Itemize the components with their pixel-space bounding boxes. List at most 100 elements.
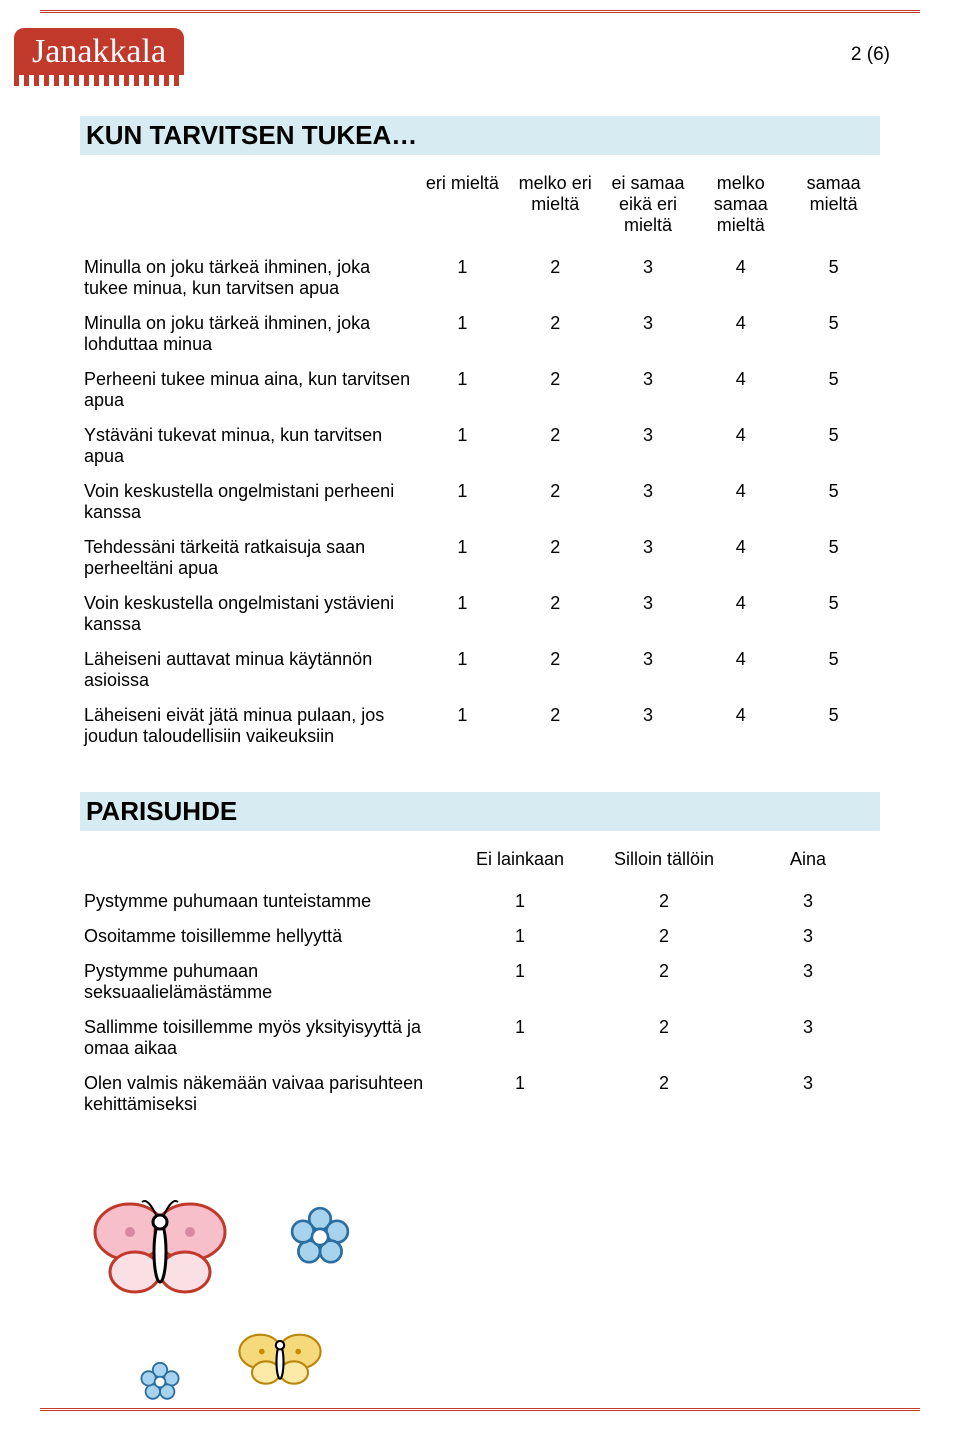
value-cell: 4 — [694, 250, 787, 306]
value-cell: 1 — [416, 530, 509, 586]
value-cell: 5 — [787, 586, 880, 642]
value-cell: 1 — [448, 1066, 592, 1122]
value-cell: 5 — [787, 642, 880, 698]
value-cell: 2 — [509, 306, 602, 362]
value-cell: 4 — [694, 586, 787, 642]
value-cell: 4 — [694, 306, 787, 362]
value-cell: 3 — [602, 306, 695, 362]
value-cell: 5 — [787, 474, 880, 530]
value-cell: 1 — [416, 418, 509, 474]
question-cell: Pystymme puhumaan tunteistamme — [80, 884, 448, 919]
value-cell: 2 — [592, 954, 736, 1010]
content: KUN TARVITSEN TUKEA… eri mieltä melko er… — [0, 66, 960, 1432]
question-cell: Olen valmis näkemään vaivaa parisuhteen … — [80, 1066, 448, 1122]
value-cell: 2 — [509, 418, 602, 474]
table-row: Minulla on joku tärkeä ihminen, joka loh… — [80, 306, 880, 362]
butterfly-flower-icon — [90, 1182, 390, 1432]
section1-header-blank — [80, 173, 416, 250]
value-cell: 1 — [416, 250, 509, 306]
value-cell: 3 — [736, 884, 880, 919]
value-cell: 2 — [509, 474, 602, 530]
table-row: Pystymme puhumaan seksuaalielämästämme12… — [80, 954, 880, 1010]
table-row: Pystymme puhumaan tunteistamme123 — [80, 884, 880, 919]
value-cell: 4 — [694, 362, 787, 418]
illustration — [80, 1182, 880, 1432]
value-cell: 3 — [736, 1066, 880, 1122]
table-row: Perheeni tukee minua aina, kun tarvitsen… — [80, 362, 880, 418]
value-cell: 4 — [694, 698, 787, 754]
table-row: Osoitamme toisillemme hellyyttä123 — [80, 919, 880, 954]
value-cell: 1 — [448, 954, 592, 1010]
value-cell: 3 — [602, 530, 695, 586]
table-row: Sallimme toisillemme myös yksityisyyttä … — [80, 1010, 880, 1066]
section2-header-0: Ei lainkaan — [448, 849, 592, 884]
question-cell: Pystymme puhumaan seksuaalielämästämme — [80, 954, 448, 1010]
value-cell: 5 — [787, 362, 880, 418]
value-cell: 3 — [602, 698, 695, 754]
page: Janakkala 2 (6) KUN TARVITSEN TUKEA… eri… — [0, 10, 960, 1432]
value-cell: 5 — [787, 418, 880, 474]
value-cell: 2 — [592, 919, 736, 954]
value-cell: 1 — [416, 698, 509, 754]
value-cell: 3 — [602, 474, 695, 530]
value-cell: 4 — [694, 474, 787, 530]
question-cell: Sallimme toisillemme myös yksityisyyttä … — [80, 1010, 448, 1066]
value-cell: 1 — [416, 474, 509, 530]
value-cell: 3 — [736, 954, 880, 1010]
value-cell: 3 — [736, 1010, 880, 1066]
value-cell: 2 — [592, 884, 736, 919]
value-cell: 1 — [416, 642, 509, 698]
logo: Janakkala — [14, 28, 184, 86]
value-cell: 2 — [509, 586, 602, 642]
question-cell: Tehdessäni tärkeitä ratkaisuja saan perh… — [80, 530, 416, 586]
question-cell: Läheiseni eivät jätä minua pulaan, jos j… — [80, 698, 416, 754]
logo-fringe — [14, 74, 184, 86]
table-row: Voin keskustella ongelmistani perheeni k… — [80, 474, 880, 530]
section1-header-2: ei samaa eikä eri mieltä — [602, 173, 695, 250]
value-cell: 2 — [509, 250, 602, 306]
value-cell: 2 — [592, 1066, 736, 1122]
section2-table: Ei lainkaan Silloin tällöin Aina Pystymm… — [80, 849, 880, 1122]
value-cell: 5 — [787, 250, 880, 306]
value-cell: 2 — [509, 362, 602, 418]
section1-header-3: melko samaa mieltä — [694, 173, 787, 250]
section2-header-row: Ei lainkaan Silloin tällöin Aina — [80, 849, 880, 884]
section1-header-4: samaa mieltä — [787, 173, 880, 250]
section1-title: KUN TARVITSEN TUKEA… — [80, 116, 880, 155]
value-cell: 2 — [509, 530, 602, 586]
table-row: Ystäväni tukevat minua, kun tarvitsen ap… — [80, 418, 880, 474]
table-row: Olen valmis näkemään vaivaa parisuhteen … — [80, 1066, 880, 1122]
value-cell: 3 — [602, 642, 695, 698]
value-cell: 4 — [694, 418, 787, 474]
value-cell: 1 — [416, 586, 509, 642]
section2-header-blank — [80, 849, 448, 884]
value-cell: 2 — [509, 642, 602, 698]
section1-table: eri mieltä melko eri mieltä ei samaa eik… — [80, 173, 880, 754]
question-cell: Voin keskustella ongelmistani ystävieni … — [80, 586, 416, 642]
table-row: Voin keskustella ongelmistani ystävieni … — [80, 586, 880, 642]
value-cell: 2 — [509, 698, 602, 754]
value-cell: 3 — [602, 418, 695, 474]
section2-header-2: Aina — [736, 849, 880, 884]
value-cell: 1 — [448, 884, 592, 919]
value-cell: 1 — [448, 1010, 592, 1066]
value-cell: 5 — [787, 530, 880, 586]
question-cell: Minulla on joku tärkeä ihminen, joka tuk… — [80, 250, 416, 306]
table-row: Tehdessäni tärkeitä ratkaisuja saan perh… — [80, 530, 880, 586]
value-cell: 3 — [602, 250, 695, 306]
value-cell: 1 — [416, 306, 509, 362]
bottom-rule — [40, 1408, 920, 1412]
table-row: Läheiseni eivät jätä minua pulaan, jos j… — [80, 698, 880, 754]
value-cell: 3 — [602, 586, 695, 642]
section1-header-1: melko eri mieltä — [509, 173, 602, 250]
question-cell: Perheeni tukee minua aina, kun tarvitsen… — [80, 362, 416, 418]
logo-text: Janakkala — [14, 28, 184, 75]
section2-title: PARISUHDE — [80, 792, 880, 831]
value-cell: 1 — [448, 919, 592, 954]
value-cell: 5 — [787, 698, 880, 754]
value-cell: 5 — [787, 306, 880, 362]
value-cell: 2 — [592, 1010, 736, 1066]
question-cell: Läheiseni auttavat minua käytännön asioi… — [80, 642, 416, 698]
table-row: Minulla on joku tärkeä ihminen, joka tuk… — [80, 250, 880, 306]
value-cell: 3 — [736, 919, 880, 954]
